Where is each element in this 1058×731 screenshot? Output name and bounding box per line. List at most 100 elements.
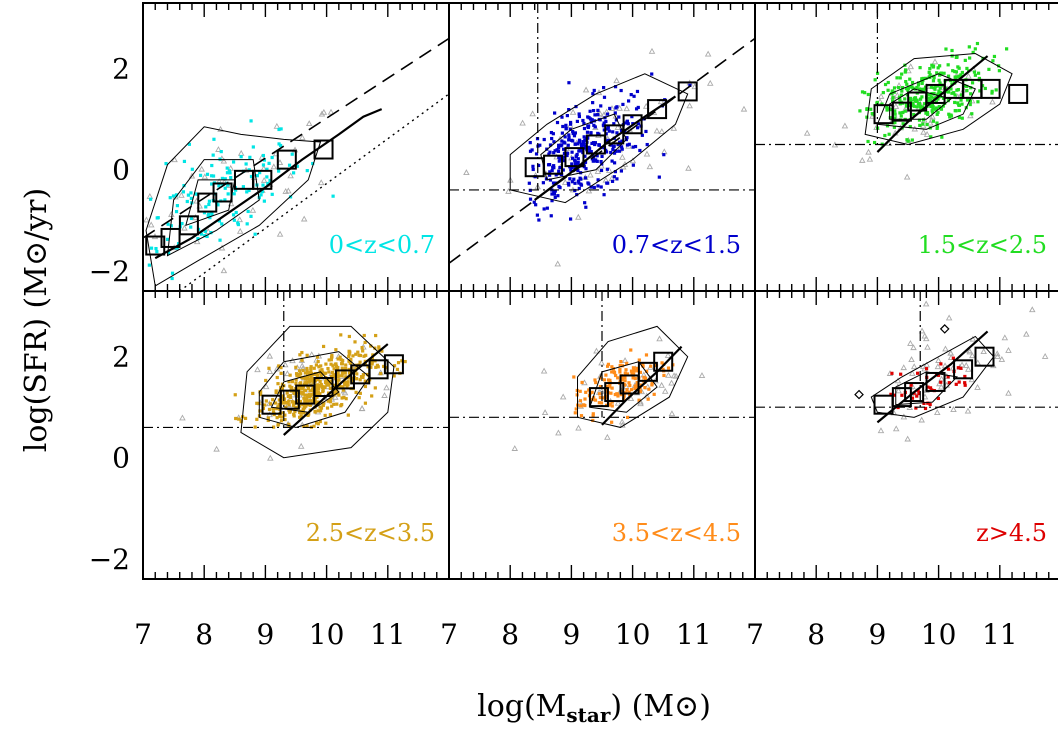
data-point bbox=[149, 246, 154, 250]
data-point bbox=[636, 122, 641, 126]
data-point bbox=[915, 371, 920, 375]
data-point bbox=[887, 132, 891, 136]
data-point bbox=[255, 417, 259, 421]
data-point bbox=[630, 371, 634, 376]
data-point bbox=[606, 181, 610, 185]
data-point bbox=[267, 407, 272, 412]
data-point bbox=[276, 382, 280, 386]
data-point bbox=[953, 75, 957, 79]
data-point bbox=[599, 160, 603, 164]
data-point bbox=[332, 373, 336, 377]
data-point bbox=[608, 106, 612, 111]
grey-triangle-point bbox=[665, 371, 672, 378]
data-point bbox=[321, 344, 326, 349]
data-point bbox=[567, 183, 571, 187]
median-square bbox=[925, 371, 946, 392]
data-point bbox=[347, 354, 351, 359]
data-point bbox=[645, 369, 649, 373]
data-point bbox=[277, 398, 281, 402]
data-point bbox=[310, 393, 315, 397]
data-point bbox=[333, 383, 337, 387]
data-point bbox=[336, 390, 340, 394]
grey-triangle-point bbox=[866, 155, 874, 162]
data-point bbox=[581, 143, 585, 147]
median-square bbox=[891, 387, 912, 408]
data-point bbox=[629, 369, 634, 373]
data-point bbox=[623, 383, 627, 387]
data-point bbox=[321, 388, 325, 393]
data-point bbox=[965, 66, 969, 71]
data-point bbox=[916, 388, 920, 393]
panel-content bbox=[449, 291, 755, 451]
data-point bbox=[313, 397, 317, 401]
grey-triangle-point bbox=[587, 171, 594, 178]
data-point bbox=[344, 363, 348, 367]
data-point bbox=[575, 152, 579, 157]
data-point bbox=[290, 400, 294, 404]
data-point bbox=[587, 145, 591, 149]
data-point bbox=[329, 374, 334, 378]
data-point bbox=[227, 169, 231, 173]
data-point bbox=[583, 154, 587, 158]
data-point bbox=[570, 162, 574, 166]
data-point bbox=[309, 366, 313, 371]
data-point bbox=[325, 406, 330, 410]
data-point bbox=[858, 109, 862, 113]
data-point bbox=[937, 92, 941, 96]
data-point bbox=[374, 333, 378, 338]
grey-triangle-point bbox=[593, 347, 600, 354]
data-point bbox=[926, 112, 930, 116]
data-point bbox=[239, 420, 243, 424]
data-point bbox=[189, 216, 194, 221]
data-point bbox=[255, 401, 259, 405]
data-point bbox=[332, 367, 336, 371]
data-point bbox=[654, 363, 658, 368]
data-point bbox=[306, 380, 310, 384]
data-point bbox=[286, 394, 290, 399]
data-point bbox=[610, 386, 614, 390]
data-point bbox=[251, 145, 255, 149]
data-point bbox=[287, 163, 292, 167]
data-point bbox=[609, 391, 613, 395]
data-point bbox=[639, 390, 643, 394]
median-square bbox=[252, 169, 273, 190]
data-point bbox=[910, 138, 914, 142]
data-point bbox=[618, 363, 622, 368]
data-point bbox=[537, 163, 541, 168]
data-point bbox=[950, 54, 954, 58]
grey-triangle-point bbox=[918, 327, 926, 334]
data-point bbox=[596, 178, 600, 182]
data-point bbox=[346, 380, 350, 384]
x-tick-labels: 7 8 9 10 11 7 8 9 10 11 7 8 9 10 11 bbox=[134, 618, 1018, 651]
data-point bbox=[275, 407, 279, 411]
data-point bbox=[244, 162, 248, 166]
data-point bbox=[182, 159, 187, 164]
data-point bbox=[614, 118, 618, 122]
data-point bbox=[277, 169, 281, 173]
data-point bbox=[277, 127, 281, 132]
data-point bbox=[328, 400, 333, 404]
data-point bbox=[619, 145, 624, 149]
grey-triangle-point bbox=[554, 260, 561, 267]
grey-triangle-point bbox=[511, 445, 519, 451]
grey-triangle-point bbox=[906, 404, 914, 410]
data-point bbox=[928, 402, 932, 407]
data-point bbox=[320, 368, 324, 372]
data-point bbox=[924, 76, 928, 80]
grey-triangle-point bbox=[267, 454, 274, 461]
data-point bbox=[932, 74, 936, 78]
grey-triangle-point bbox=[668, 379, 675, 386]
x-tick-label: 9 bbox=[868, 618, 886, 651]
data-point bbox=[636, 126, 640, 130]
density-contour bbox=[509, 73, 689, 204]
data-point bbox=[556, 194, 560, 198]
data-point bbox=[936, 66, 940, 70]
data-point bbox=[947, 381, 951, 385]
grey-triangle-point bbox=[1023, 330, 1030, 337]
data-point bbox=[149, 197, 153, 201]
data-point bbox=[270, 155, 274, 160]
data-point bbox=[327, 358, 331, 362]
grey-triangle-point bbox=[924, 343, 931, 350]
data-point bbox=[931, 104, 935, 109]
median-square bbox=[564, 147, 585, 168]
